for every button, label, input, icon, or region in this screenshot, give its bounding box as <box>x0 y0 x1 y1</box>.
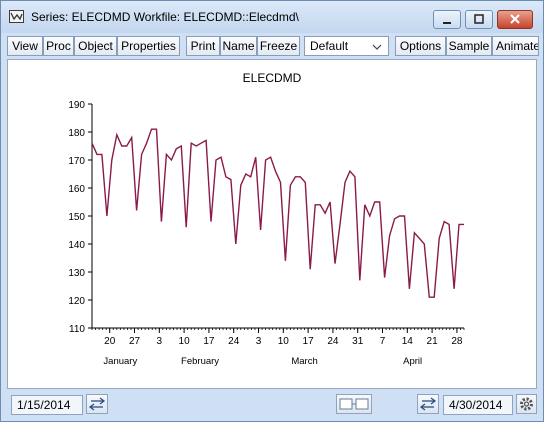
x-tick-label: 24 <box>327 336 339 347</box>
properties-button[interactable]: Properties <box>117 36 180 56</box>
settings-button[interactable] <box>516 394 537 414</box>
options-button[interactable]: Options <box>395 36 446 56</box>
sample-button[interactable]: Sample <box>446 36 492 56</box>
x-tick-label: 24 <box>228 336 240 347</box>
series-window-icon <box>9 10 24 23</box>
series-line-elecdmd <box>91 128 464 298</box>
y-tick-label: 180 <box>68 128 85 139</box>
x-tick-label: 14 <box>402 336 414 347</box>
swap-arrows-icon <box>419 397 437 411</box>
x-month-label: March <box>291 356 317 367</box>
x-axis: 20 27 3 10 17 24 3 10 17 24 31 7 14 21 28 January Februa… <box>91 327 465 367</box>
x-tick-label: 27 <box>129 336 141 347</box>
view-mode-dropdown[interactable]: Default <box>304 36 389 56</box>
x-month-label: January <box>103 356 137 367</box>
x-tick-label: 31 <box>352 336 364 347</box>
chart-title: ELECDMD <box>243 71 302 85</box>
x-month-label: February <box>181 356 219 367</box>
x-tick-label: 17 <box>303 336 315 347</box>
x-tick-label: 20 <box>104 336 116 347</box>
y-tick-label: 160 <box>68 184 85 195</box>
proc-button[interactable]: Proc <box>43 36 74 56</box>
minimize-button[interactable] <box>433 10 461 29</box>
close-button[interactable] <box>497 10 533 29</box>
swap-arrows-icon <box>88 397 106 411</box>
split-view-icon <box>339 398 369 410</box>
x-tick-label: 17 <box>203 336 215 347</box>
y-tick-label: 170 <box>68 156 85 167</box>
status-bar: 1/15/2014 4/30/2014 <box>7 391 539 417</box>
maximize-button[interactable] <box>465 10 493 29</box>
animate-button[interactable]: Animate <box>492 36 539 56</box>
x-tick-label: 7 <box>380 336 386 347</box>
y-tick-label: 130 <box>68 268 85 279</box>
x-tick-label: 3 <box>157 336 163 347</box>
x-tick-label: 10 <box>278 336 290 347</box>
toolbar: View Proc Object Properties Print Name F… <box>7 35 539 57</box>
gear-icon <box>520 397 533 411</box>
sample-start-date: 1/15/2014 <box>11 395 83 415</box>
dropdown-value: Default <box>310 39 349 53</box>
split-view-button[interactable] <box>336 394 372 414</box>
maximize-icon <box>474 14 484 24</box>
y-tick-label: 150 <box>68 212 85 223</box>
sample-end-date: 4/30/2014 <box>443 395 513 415</box>
line-chart: ELECDMD 110 120 130 140 150 160 170 180 190 20 27… <box>68 71 465 367</box>
x-tick-label: 10 <box>179 336 191 347</box>
x-month-label: April <box>403 356 422 367</box>
y-axis: 110 120 130 140 150 160 170 180 190 <box>68 100 93 335</box>
x-tick-label: 21 <box>427 336 439 347</box>
name-button[interactable]: Name <box>220 36 257 56</box>
object-button[interactable]: Object <box>74 36 117 56</box>
x-tick-label: 28 <box>451 336 463 347</box>
freeze-button[interactable]: Freeze <box>257 36 300 56</box>
title-bar[interactable]: Series: ELECDMD Workfile: ELECDMD::Elecd… <box>1 1 543 33</box>
close-icon <box>510 14 520 24</box>
x-tick-label: 3 <box>256 336 262 347</box>
chevron-down-icon <box>372 44 382 50</box>
y-tick-label: 120 <box>68 296 85 307</box>
y-tick-label: 140 <box>68 240 85 251</box>
view-button[interactable]: View <box>7 36 43 56</box>
window-title: Series: ELECDMD Workfile: ELECDMD::Elecd… <box>31 10 299 24</box>
minimize-icon <box>443 22 451 24</box>
swap-left-button[interactable] <box>86 394 108 414</box>
swap-right-button[interactable] <box>417 394 439 414</box>
y-tick-label: 110 <box>69 324 85 335</box>
graph-area: ELECDMD 110 120 130 140 150 160 170 180 190 20 27… <box>7 59 537 389</box>
y-tick-label: 190 <box>68 100 85 111</box>
print-button[interactable]: Print <box>186 36 220 56</box>
